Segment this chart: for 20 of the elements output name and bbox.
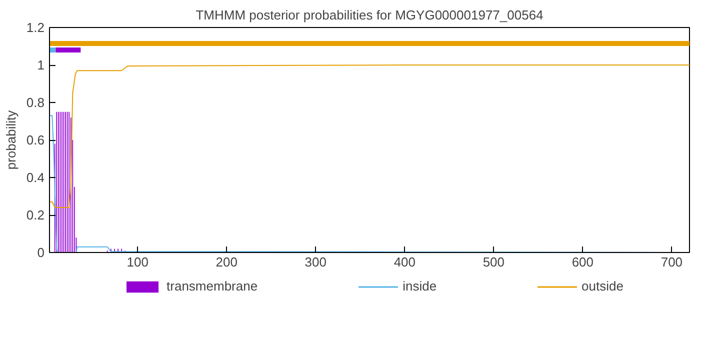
y-tick-label: 0.8: [26, 95, 45, 110]
y-tick-label: 1: [37, 58, 45, 72]
y-tick-label: 0.4: [26, 170, 45, 185]
legend-label: transmembrane: [166, 278, 258, 294]
x-tick-label: 300: [304, 254, 327, 270]
chart-title: TMHMM posterior probabilities for MGYG000001977_00564: [196, 8, 544, 22]
x-tick-label: 700: [660, 254, 683, 270]
x-tick-label: 200: [216, 254, 238, 270]
y-tick-label: 0.6: [26, 132, 45, 148]
legend-label: outside: [582, 278, 624, 294]
x-tick-label: 600: [572, 254, 594, 270]
legend-label: inside: [402, 278, 437, 294]
y-axis-title: probability: [3, 110, 18, 170]
y-tick-label: 1.2: [26, 20, 45, 35]
x-tick-label: 400: [394, 254, 416, 270]
y-tick-label: 0.2: [26, 208, 45, 222]
x-tick-label: 100: [126, 254, 148, 270]
line-series: [50, 64, 690, 208]
x-tick-label: 500: [482, 254, 505, 270]
y-tick-label: 0: [37, 245, 45, 260]
